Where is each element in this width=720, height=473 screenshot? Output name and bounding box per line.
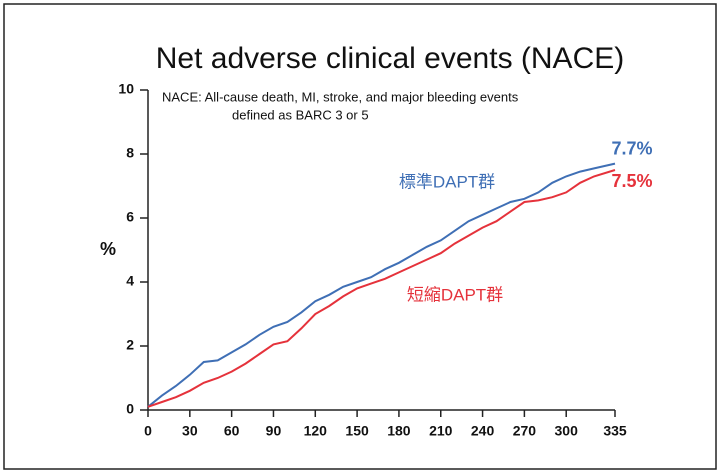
x-tick-label: 270 <box>513 423 537 439</box>
x-tick-label: 210 <box>429 423 453 439</box>
series-label: 短縮DAPT群 <box>407 285 503 304</box>
series-label: 標準DAPT群 <box>399 172 495 191</box>
y-tick-label: 4 <box>126 273 134 289</box>
end-label: 7.5% <box>611 171 652 191</box>
note: defined as BARC 3 or 5 <box>232 107 369 122</box>
series-line <box>147 162 616 408</box>
y-tick-label: 6 <box>126 209 134 225</box>
y-tick-label: 2 <box>126 337 134 353</box>
y-tick-label: 8 <box>126 145 134 161</box>
x-tick-label: 335 <box>603 423 627 439</box>
y-axis-label: % <box>100 239 116 259</box>
y-tick-label: 0 <box>126 401 134 417</box>
x-tick-label: 180 <box>387 423 411 439</box>
x-tick-label: 300 <box>555 423 579 439</box>
x-tick-label: 90 <box>266 423 282 439</box>
x-tick-label: 0 <box>144 423 152 439</box>
x-tick-label: 240 <box>471 423 495 439</box>
frame <box>3 3 717 470</box>
x-tick-label: 120 <box>304 423 328 439</box>
end-label: 7.7% <box>611 138 652 158</box>
x-tick-label: 60 <box>224 423 240 439</box>
x-tick-label: 150 <box>345 423 369 439</box>
series-line <box>147 169 616 408</box>
chart-title: Net adverse clinical events (NACE) <box>156 42 625 75</box>
x-tick-label: 30 <box>182 423 198 439</box>
y-tick-label: 10 <box>118 81 134 97</box>
note: NACE: All-cause death, MI, stroke, and m… <box>162 89 519 104</box>
